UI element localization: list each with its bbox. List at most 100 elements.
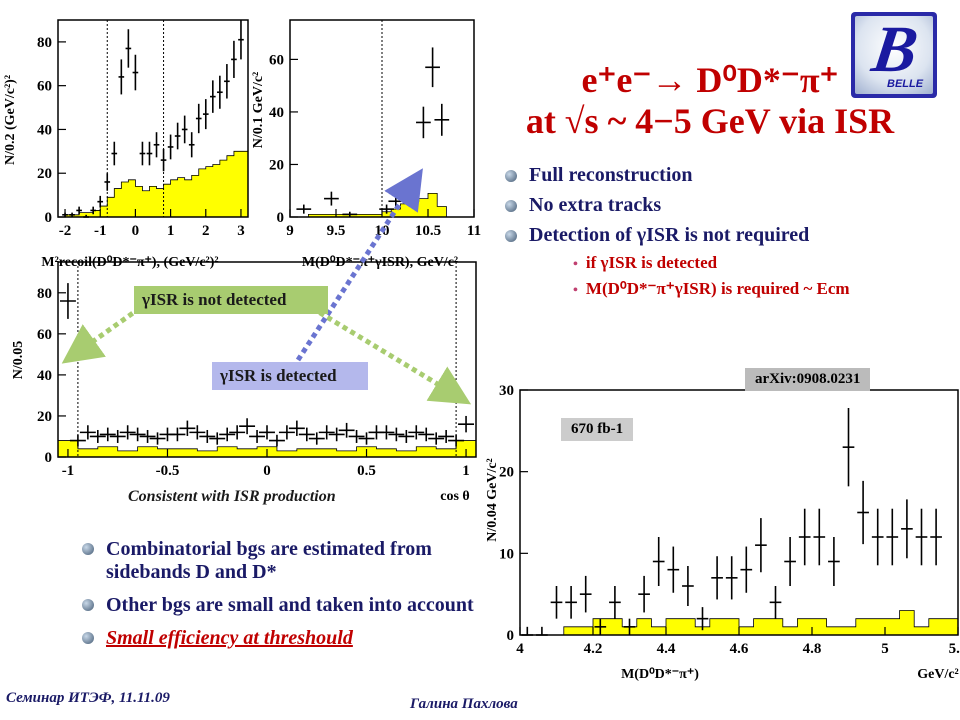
bullet-icon bbox=[82, 543, 94, 555]
data-point bbox=[268, 434, 285, 447]
data-point bbox=[886, 508, 899, 566]
x-tick-label: 4 bbox=[516, 641, 524, 657]
x-tick-label: 5 bbox=[881, 641, 889, 657]
annotation-arrows bbox=[61, 168, 472, 405]
data-point bbox=[125, 29, 132, 68]
data-point bbox=[338, 422, 355, 438]
data-point bbox=[416, 106, 431, 139]
x-tick-label: 2 bbox=[202, 223, 210, 239]
title-line-1: e⁺e⁻→ D⁰D*⁻π⁺ bbox=[581, 60, 839, 100]
bullet-icon bbox=[82, 632, 94, 644]
data-point bbox=[638, 575, 650, 613]
y-tick-label: 60 bbox=[37, 327, 52, 343]
data-point bbox=[652, 537, 665, 586]
data-point bbox=[239, 418, 256, 435]
data-point bbox=[97, 195, 104, 208]
data-point bbox=[238, 20, 244, 60]
data-point bbox=[536, 626, 548, 636]
title-line-2: at √s ~ 4−5 GeV via ISR bbox=[525, 101, 895, 142]
x-tick-label: 1 bbox=[167, 223, 175, 239]
y-tick-label: 10 bbox=[499, 546, 514, 562]
y-tick-label: 60 bbox=[37, 79, 52, 95]
x-tick-label: 11 bbox=[467, 223, 481, 239]
background-histogram bbox=[58, 150, 249, 218]
data-point bbox=[398, 429, 415, 443]
data-point bbox=[59, 283, 76, 319]
sub-bullet-icon: • bbox=[573, 257, 578, 272]
data-point bbox=[199, 429, 216, 443]
data-point bbox=[901, 499, 913, 559]
data-point bbox=[259, 425, 275, 440]
sub-bullet-item: • M(D⁰D*⁻π⁺γISR) is required ~ Ecm bbox=[573, 279, 850, 298]
data-point bbox=[109, 429, 126, 443]
data-point bbox=[308, 432, 325, 445]
data-point bbox=[579, 575, 592, 613]
y-tick-label: 40 bbox=[37, 122, 52, 138]
y-tick-label: 30 bbox=[499, 383, 514, 399]
sub-bullet-icon: • bbox=[573, 283, 578, 298]
footer-author: Галина Пахлова bbox=[410, 696, 518, 712]
data-point bbox=[408, 425, 425, 440]
data-point bbox=[188, 132, 195, 158]
data-point bbox=[104, 173, 111, 191]
data-point bbox=[181, 115, 188, 144]
data-point bbox=[434, 103, 450, 136]
data-point bbox=[828, 537, 840, 586]
x-axis-label: M(D⁰D*⁻π⁺) bbox=[621, 667, 699, 682]
bottom-bullet-list: Combinatorial bgs are estimated from sid… bbox=[82, 538, 482, 650]
data-point bbox=[153, 132, 160, 158]
footer-seminar: Семинар ИТЭФ, 11.11.09 bbox=[6, 690, 170, 706]
data-point bbox=[174, 122, 181, 150]
y-axis-label: N/0.04 GeV/c² bbox=[485, 458, 500, 542]
data-point bbox=[129, 427, 146, 442]
top-bullet-list: Full reconstruction No extra tracks Dete… bbox=[505, 164, 955, 299]
x-tick-label: 4.6 bbox=[730, 641, 749, 657]
data-point bbox=[167, 134, 174, 160]
data-point bbox=[521, 626, 534, 636]
data-point bbox=[210, 80, 216, 113]
data-point bbox=[278, 425, 295, 440]
data-point bbox=[231, 40, 237, 78]
bullet-item: Small efficiency at threshould bbox=[82, 627, 482, 650]
bullet-item: Combinatorial bgs are estimated from sid… bbox=[82, 538, 482, 584]
data-point bbox=[318, 425, 335, 440]
data-point bbox=[69, 434, 86, 447]
arrow-to-isr-peak bbox=[295, 168, 423, 362]
x-tick-label: -1 bbox=[62, 463, 75, 479]
y-tick-label: 60 bbox=[269, 52, 284, 68]
y-tick-label: 20 bbox=[37, 166, 52, 182]
x-tick-label: 4.2 bbox=[584, 641, 603, 657]
bullet-icon bbox=[505, 170, 517, 183]
y-tick-label: 0 bbox=[45, 450, 53, 466]
bullet-icon bbox=[505, 200, 517, 213]
x-tick-label: 0.5 bbox=[357, 463, 376, 479]
bullet-item: No extra tracks bbox=[505, 194, 955, 217]
isr-not-detected-box: γISR is not detected bbox=[134, 286, 328, 314]
y-tick-label: 0 bbox=[277, 210, 285, 226]
data-point bbox=[740, 546, 753, 593]
data-point bbox=[90, 206, 96, 215]
bullet-icon bbox=[82, 599, 94, 611]
x-tick-label: 3 bbox=[237, 223, 245, 239]
data-point bbox=[118, 59, 125, 95]
data-point bbox=[119, 425, 136, 440]
data-point bbox=[324, 191, 339, 206]
bullet-item: Other bgs are small and taken into accou… bbox=[82, 594, 482, 617]
data-point bbox=[725, 556, 738, 600]
cos-theta-caption: Consistent with ISR production bbox=[128, 488, 336, 505]
data-point bbox=[342, 211, 358, 217]
data-point bbox=[438, 429, 455, 443]
y-tick-label: 20 bbox=[499, 465, 514, 481]
y-tick-label: 20 bbox=[269, 157, 284, 173]
data-point bbox=[915, 508, 928, 566]
data-point bbox=[288, 420, 305, 436]
bullet-item: Full reconstruction bbox=[505, 164, 955, 187]
data-point bbox=[328, 427, 345, 442]
data-point bbox=[209, 432, 226, 445]
data-point bbox=[565, 586, 577, 619]
data-point bbox=[550, 586, 563, 619]
data-point bbox=[89, 429, 106, 443]
plot-frame bbox=[57, 19, 249, 218]
x-tick-label: 9.5 bbox=[327, 223, 346, 239]
